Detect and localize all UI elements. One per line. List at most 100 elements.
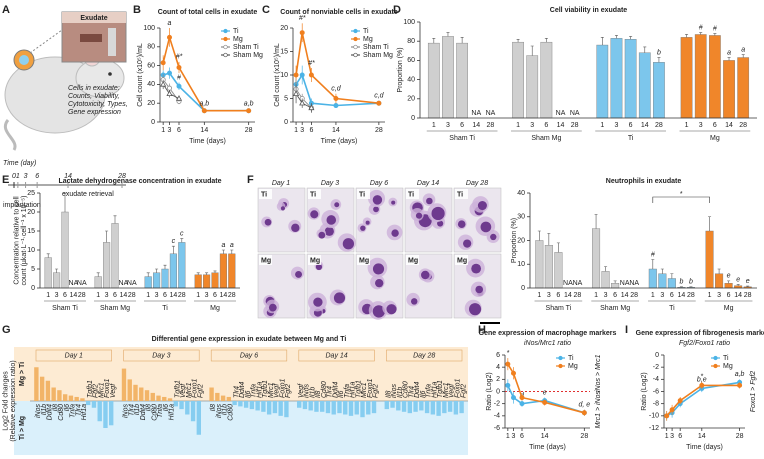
day-label: Day 6	[240, 352, 258, 359]
y-tick-label: 4	[496, 364, 500, 371]
x-tick-label: 28	[736, 433, 744, 440]
photo-tube	[108, 28, 116, 56]
x-tick-label: 6	[177, 127, 181, 134]
bar	[162, 396, 167, 401]
annotation: a	[741, 46, 745, 53]
value-label: NA	[486, 110, 496, 117]
bar	[109, 401, 114, 426]
tail	[4, 119, 17, 151]
gene-label: Cd80	[321, 381, 328, 398]
error-bar	[146, 272, 150, 277]
x-tick-label: 1	[665, 433, 669, 440]
nucleus	[437, 220, 444, 227]
bar	[396, 401, 401, 411]
value-label: NA	[620, 280, 630, 287]
x-tick-label: 1	[196, 292, 200, 299]
point	[166, 34, 172, 40]
point	[160, 60, 166, 66]
gene-label: Hif1a	[350, 382, 357, 398]
chart-title: Cell viability in exudate	[550, 7, 628, 14]
error-bar	[446, 32, 450, 37]
point	[669, 407, 675, 413]
bar	[34, 367, 39, 401]
x-tick-label: 14	[70, 292, 78, 299]
y-axis-label: Cell count (x10⁵)/mL	[137, 43, 144, 107]
x-tick-label: 3	[660, 292, 664, 299]
bar	[302, 401, 308, 410]
row-label: Mg	[457, 257, 467, 264]
bar	[255, 401, 260, 411]
x-tick-label: 28	[78, 292, 86, 299]
y-tick-label: 2	[496, 376, 500, 383]
x-tick-label: 1	[294, 127, 298, 134]
negative-region	[14, 401, 468, 455]
bar	[103, 401, 108, 428]
nucleus	[457, 220, 466, 229]
gene-label: iNos	[304, 383, 311, 398]
bar	[211, 272, 219, 289]
bar	[44, 257, 52, 289]
y-tick-label: 20	[517, 237, 525, 244]
gene-label: Foxo1	[104, 378, 111, 398]
panel-label: G	[2, 324, 11, 336]
bar	[45, 380, 51, 401]
x-tick-label: 6	[460, 122, 464, 129]
x-tick-label: 14	[332, 127, 340, 134]
x-tick-label: 14	[120, 292, 128, 299]
bar	[103, 242, 111, 289]
row-label: Ti	[359, 191, 365, 198]
nucleus	[333, 292, 346, 304]
bar	[266, 401, 272, 415]
bar	[611, 283, 620, 289]
bar	[709, 35, 721, 119]
point	[175, 95, 183, 101]
bar	[194, 274, 202, 289]
y-tick-label: 40	[407, 76, 415, 83]
legend-marker	[353, 36, 358, 42]
value-label: NA	[119, 280, 129, 287]
group-label: Mg	[210, 305, 220, 312]
time-label: Time (day)	[3, 160, 36, 167]
point	[308, 104, 315, 111]
nucleus	[477, 201, 487, 211]
gene-label: Tgfb1	[437, 380, 444, 398]
bar	[243, 401, 249, 408]
gene-label: Il6	[245, 391, 252, 399]
annotation: e	[727, 273, 731, 280]
bar	[185, 401, 190, 415]
gene-label: Il8	[210, 404, 217, 412]
error-bar	[657, 57, 661, 63]
side-label: Foxo1 > Fgf2	[750, 371, 757, 413]
bar	[179, 401, 184, 410]
group-label: Sham Ti	[449, 135, 475, 142]
nucleus	[471, 263, 482, 274]
gene-label: Tgfb1	[87, 380, 94, 398]
annotation: e	[543, 389, 547, 396]
bar	[261, 401, 266, 412]
x-tick-label: 1	[537, 292, 541, 299]
y-axis-label: Ratio (Log2)	[641, 372, 648, 411]
gene-label: Vegf	[110, 383, 117, 398]
x-tick-label: 14	[725, 122, 733, 129]
bar	[80, 398, 85, 401]
bar	[401, 401, 407, 412]
error-bar	[629, 36, 633, 40]
timeline-day: 1	[16, 173, 20, 180]
chart-subtitle: Fgf2/Foxo1 ratio	[679, 340, 730, 347]
gene-label: Il8	[146, 404, 153, 412]
gene-label: Il8	[385, 391, 392, 399]
error-bar	[180, 238, 184, 243]
point	[292, 90, 300, 96]
nucleus	[420, 270, 430, 280]
timeline-day: 14	[64, 173, 72, 180]
timeline-day: 6	[35, 173, 39, 180]
day-box	[123, 349, 200, 362]
callout-line	[29, 29, 63, 54]
gene-label: iNos	[216, 404, 223, 419]
x-tick-label: 3	[615, 122, 619, 129]
gene-label: Tgfb1	[174, 380, 181, 398]
point	[737, 382, 743, 388]
gene-label: Tlr4	[128, 404, 135, 416]
x-tick-label: 3	[300, 127, 304, 134]
error-bar	[556, 242, 560, 253]
